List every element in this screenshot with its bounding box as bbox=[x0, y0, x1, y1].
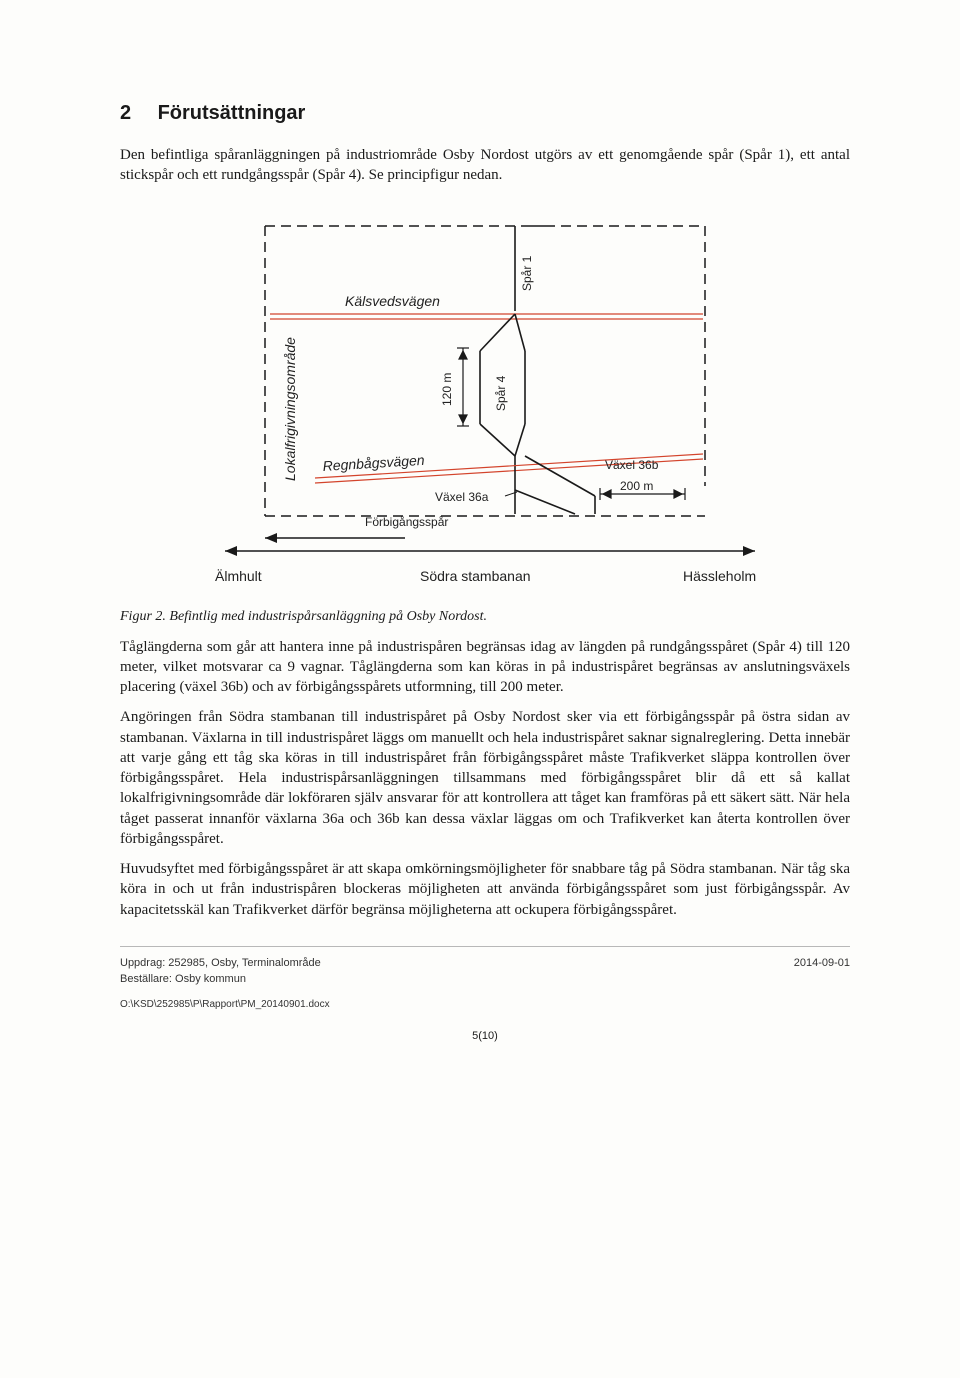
heading-title: Förutsättningar bbox=[158, 102, 306, 124]
page-number: 5(10) bbox=[120, 1029, 850, 1044]
sodra-label: Södra stambanan bbox=[420, 568, 531, 584]
intro-paragraph: Den befintliga spåranläggningen på indus… bbox=[120, 145, 850, 186]
paragraph-3: Huvudsyftet med förbigångsspåret är att … bbox=[120, 859, 850, 920]
footer-line2: Beställare: Osby kommun bbox=[120, 971, 850, 988]
hassleholm-label: Hässleholm bbox=[683, 568, 756, 584]
arrow-left-icon bbox=[225, 546, 237, 556]
dir-arrow-head-icon bbox=[265, 533, 277, 543]
forbigangsspar-label: Förbigångsspår bbox=[365, 515, 448, 529]
vaxel36b-label: Växel 36b bbox=[605, 458, 659, 472]
spar1-rejoin bbox=[515, 424, 525, 456]
vaxel36a-label: Växel 36a bbox=[435, 490, 489, 504]
len200-label: 200 m bbox=[620, 479, 653, 493]
regnbagsvagen-label: Regnbågsvägen bbox=[322, 451, 425, 473]
len120-bracket bbox=[457, 348, 469, 426]
spar4-rejoin bbox=[480, 424, 515, 456]
track-diagram-svg: Spår 1 Kälsvedsvägen 120 m Spår 4 Lokalf… bbox=[205, 206, 765, 596]
figure-caption: Figur 2. Befintlig med industrispårsanlä… bbox=[120, 608, 850, 627]
lokalfrigivning-label: Lokalfrigivningsområde bbox=[282, 336, 298, 480]
kalsvedsvagen-road bbox=[270, 314, 703, 319]
spar1-label: Spår 1 bbox=[520, 255, 534, 291]
paragraph-1: Tåglängderna som går att hantera inne på… bbox=[120, 637, 850, 698]
spar4-label: Spår 4 bbox=[494, 375, 508, 411]
footer-date: 2014-09-01 bbox=[794, 955, 850, 972]
almhult-label: Älmhult bbox=[215, 568, 262, 584]
figure-diagram: Spår 1 Kälsvedsvägen 120 m Spår 4 Lokalf… bbox=[205, 206, 765, 602]
len120-label: 120 m bbox=[440, 372, 454, 405]
paragraph-2: Angöringen från Södra stambanan till ind… bbox=[120, 707, 850, 849]
page-footer: Uppdrag: 252985, Osby, Terminalområde Be… bbox=[120, 955, 850, 988]
footer-docpath: O:\KSD\252985\P\Rapport\PM_20140901.docx bbox=[120, 998, 850, 1012]
heading-number: 2 bbox=[120, 100, 152, 127]
footer-divider bbox=[120, 946, 850, 947]
kalsvedsvagen-label: Kälsvedsvägen bbox=[345, 293, 440, 309]
section-heading: 2 Förutsättningar bbox=[120, 100, 850, 127]
arrow-right-icon bbox=[743, 546, 755, 556]
footer-line1: Uppdrag: 252985, Osby, Terminalområde bbox=[120, 955, 850, 972]
